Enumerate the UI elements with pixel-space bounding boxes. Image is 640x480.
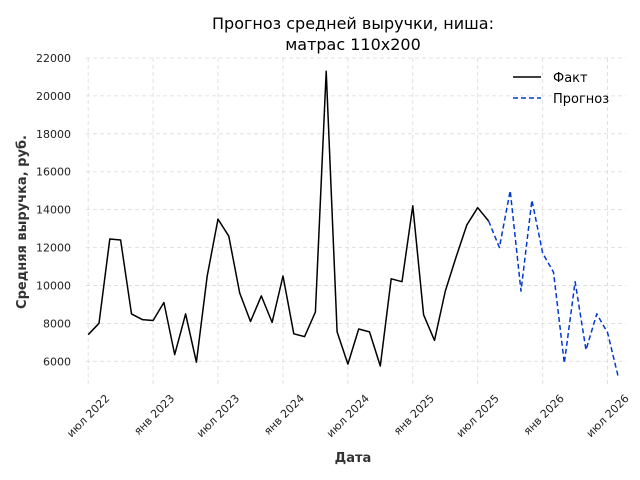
x-tick-label: июл 2024 [324, 392, 372, 440]
x-tick-label: июл 2022 [64, 392, 112, 440]
y-tick-label: 14000 [36, 204, 71, 217]
y-tick-label: 18000 [36, 128, 71, 141]
y-tick-label: 20000 [36, 90, 71, 103]
grid-lines [86, 57, 626, 384]
y-tick-label: 8000 [43, 317, 71, 330]
y-tick-label: 12000 [36, 242, 71, 255]
y-axis-label: Средняя выручка, руб. [15, 135, 30, 309]
chart-title-line-2: матрас 110x200 [285, 35, 421, 54]
x-axis-label: Дата [335, 451, 372, 466]
y-axis-ticks: 6000 8000 10000 12000 14000 16000 18000 20000 22… [36, 52, 71, 368]
legend-label: Прогноз [553, 92, 609, 107]
y-tick-label: 16000 [36, 166, 71, 179]
x-axis-ticks: июл 2022 янв 2023 июл 2023 янв 2024 июл 2024… [64, 392, 631, 440]
legend: Факт Прогноз [513, 71, 609, 107]
y-tick-label: 22000 [36, 52, 71, 65]
x-tick-label: янв 2026 [521, 392, 567, 438]
legend-label: Факт [553, 71, 588, 86]
y-tick-label: 6000 [43, 355, 71, 368]
series-line-1 [87, 70, 490, 367]
series-line-2 [487, 189, 620, 378]
x-tick-label: июл 2025 [454, 392, 502, 440]
x-tick-label: янв 2025 [391, 392, 437, 438]
x-tick-label: янв 2024 [261, 392, 307, 438]
x-tick-label: июл 2026 [584, 392, 632, 440]
chart-title-line-1: Прогноз средней выручки, ниша: [212, 14, 494, 33]
series-lines [87, 70, 620, 378]
x-tick-label: янв 2023 [131, 392, 177, 438]
x-tick-label: июл 2023 [194, 392, 242, 440]
y-tick-label: 10000 [36, 279, 71, 292]
